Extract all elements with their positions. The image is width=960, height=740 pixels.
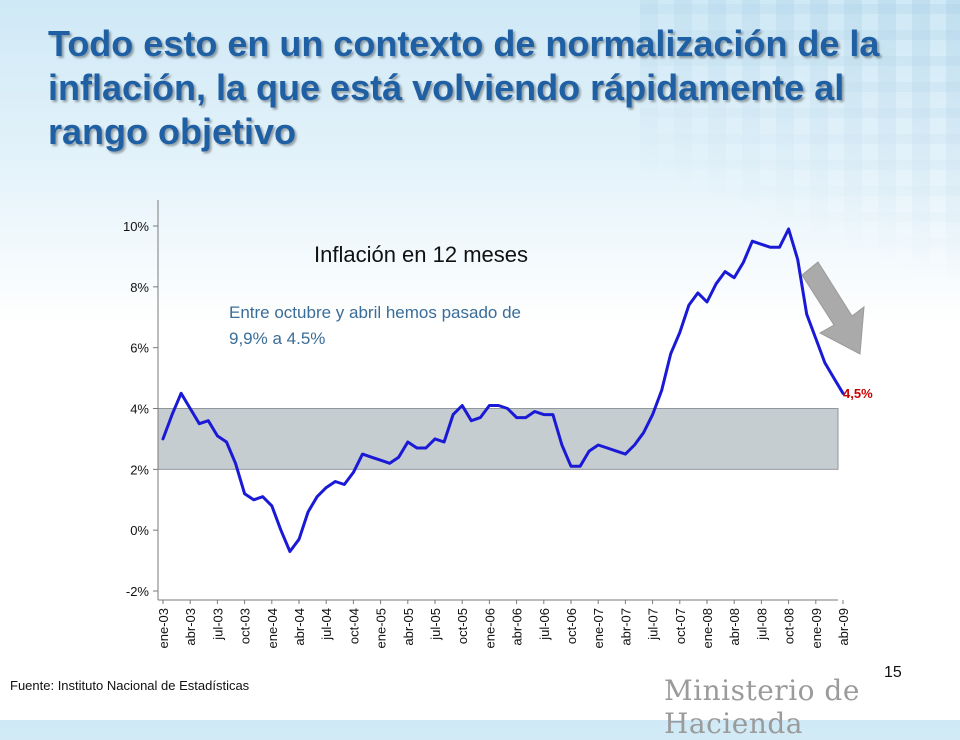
x-tick-label: jul-06 (537, 608, 552, 641)
chart-title: Inflación en 12 meses (314, 242, 529, 267)
x-tick-label: abr-07 (618, 608, 633, 646)
x-tick-label: abr-08 (727, 608, 742, 646)
x-tick-label: oct-06 (564, 608, 579, 644)
y-tick-label: 8% (130, 280, 149, 295)
y-tick-label: 6% (130, 341, 149, 356)
x-tick-label: ene-09 (809, 608, 824, 648)
x-tick-label: ene-08 (700, 608, 715, 648)
target-range-band (157, 408, 839, 470)
x-tick-label: jul-07 (646, 608, 661, 641)
source-note: Fuente: Instituto Nacional de Estadístic… (10, 678, 250, 693)
page-number: 15 (884, 664, 902, 681)
x-tick-label: jul-05 (428, 608, 443, 641)
x-tick-label: abr-06 (510, 608, 525, 646)
x-tick-label: ene-07 (591, 608, 606, 648)
x-tick-label: abr-03 (183, 608, 198, 646)
x-tick-label: ene-04 (265, 608, 280, 648)
x-tick-label: oct-08 (782, 608, 797, 644)
slide-title: Todo esto en un contexto de normalizació… (48, 23, 880, 152)
x-tick-label: abr-09 (836, 608, 851, 646)
x-tick-label: oct-03 (238, 608, 253, 644)
chart-annotation: Entre octubre y abril hemos pasado de 9,… (229, 303, 522, 348)
end-value-label: 4,5% (843, 386, 873, 401)
x-tick-label: ene-03 (156, 608, 171, 648)
down-arrow-icon (801, 261, 865, 355)
background-building-decoration (640, 0, 960, 300)
y-tick-label: 4% (130, 402, 149, 417)
inflation-series-line (161, 227, 845, 553)
x-tick-label: ene-05 (374, 608, 389, 648)
y-tick-label: 2% (130, 462, 149, 477)
y-tick-label: -2% (126, 584, 150, 599)
y-tick-label: 10% (123, 219, 149, 234)
x-tick-label: abr-05 (401, 608, 416, 646)
x-tick-label: oct-04 (346, 608, 361, 644)
x-tick-label: jul-03 (210, 608, 225, 641)
ministry-logo-text: Ministerio de Hacienda (664, 674, 860, 740)
inflation-line-chart: 10% 8% 6% 4% 2% 0% -2% ene-03 abr-03 jul-03 oct-03… (123, 200, 865, 648)
x-tick-label: abr-04 (292, 608, 307, 646)
x-tick-label: jul-04 (319, 608, 334, 641)
x-tick-label: oct-07 (673, 608, 688, 644)
x-tick-label: jul-08 (754, 608, 769, 641)
x-tick-label: ene-06 (482, 608, 497, 648)
x-tick-label: oct-05 (455, 608, 470, 644)
y-tick-label: 0% (130, 523, 149, 538)
